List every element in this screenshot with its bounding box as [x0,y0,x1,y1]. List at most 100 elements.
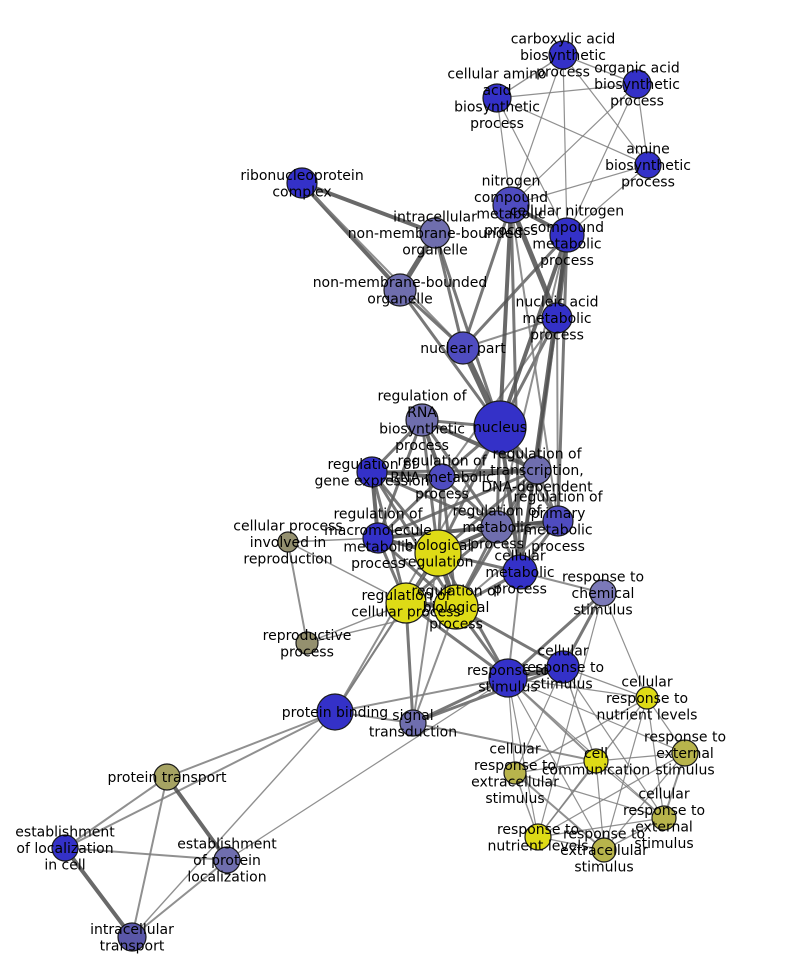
edge-respStim-proteinBinding [334,677,509,713]
node-nucleicAcid[interactable] [541,302,573,334]
node-cellComm[interactable] [583,748,609,774]
node-ribonucleo[interactable] [286,167,318,199]
edge-cellRespNutrient-respExtracell [603,697,648,851]
edge-proteinTransport-intraTransport [131,776,168,938]
node-cellRespNutrient[interactable] [635,686,659,710]
edge-cellRespExtracell-respExtracell [514,772,605,851]
edge-respStim-respNutrient [507,677,539,838]
node-estLocCell[interactable] [51,834,79,862]
edge-cellRespNutrient-cellRespExtracell [514,697,648,774]
node-nmbOrganelle[interactable] [383,273,417,307]
node-nucleus[interactable] [473,400,527,454]
node-regBioProc[interactable] [433,584,479,630]
edge-estProtLoc-intraTransport [131,859,228,938]
node-cellRespExternal[interactable] [651,805,677,831]
edge-respStim-cellRespExternal [507,677,665,819]
edge-nmbOrganelle-nucleus [398,288,502,429]
edge-cellRespNutrient-cellRespExternal [646,697,665,819]
edge-carboxylic-nitrogenCompound [510,54,564,206]
node-regPrimMet[interactable] [542,505,574,537]
node-regMet[interactable] [480,510,514,544]
edge-cellRespStim-cellRespExtracell [514,666,564,774]
edge-ribonucleo-intraNMB [300,181,437,235]
edge-cellRespStim-signalTransd [411,665,565,725]
edge-respNutrient-cellRespExternal [537,817,665,838]
edge-cellRespStim-cellRespExternal [562,666,665,819]
node-intraNMB[interactable] [419,217,451,249]
edge-cellAmino-organicAcid [496,83,638,99]
edge-nitrogenCompound-nucleus [498,203,513,429]
node-layer [51,40,699,952]
edge-nucleicAcid-nitrogenCompound [508,202,560,321]
edge-regGeneExpr-regBioProc [370,470,458,609]
edge-cellNitrogen-regPrimMet [556,233,569,523]
edge-amine-cellNitrogen [566,164,649,236]
edge-cellNitrogen-nucleus [498,233,569,429]
node-cellNitrogen[interactable] [549,217,585,253]
node-regRNAmet[interactable] [428,463,456,491]
edge-organicAcid-nitrogenCompound [510,83,638,206]
edge-cellProcRepro-reproProc [287,541,308,644]
edge-respStim-respChem [506,591,605,680]
node-estProtLoc[interactable] [213,846,241,874]
edge-respExternal-respExtracell [603,752,686,851]
node-respStim[interactable] [488,658,528,698]
node-regGeneExpr[interactable] [356,456,388,488]
edge-bioReg-signalTransd [412,552,439,724]
node-regCellProc[interactable] [385,582,427,624]
edge-estLocCell-estProtLoc [64,847,228,861]
edge-respChem-respNutrient [537,592,604,838]
edge-cellAmino-cellNitrogen [496,97,568,236]
edge-cellComm-cellRespExtracell [514,760,597,774]
edge-respExternal-respNutrient [537,752,686,838]
node-cellularMet[interactable] [502,554,538,590]
edge-regCellProc-proteinBinding [334,602,407,713]
edge-cellNitrogen-cellularMet [518,233,569,574]
node-respExternal[interactable] [671,739,699,767]
node-cellProcRepro[interactable] [277,531,299,553]
node-regTranscript[interactable] [522,455,552,485]
edge-cellComm-cellRespExternal [595,760,665,819]
edge-proteinBinding-intraTransport [131,711,336,938]
edge-proteinBinding-estLocCell [64,711,336,849]
edge-cellAmino-amine [496,97,649,166]
edge-nuclearPart-cellNitrogen [461,233,569,350]
edge-regTranscript-regGeneExpr [370,468,539,474]
node-cellRespStim[interactable] [546,650,580,684]
node-respExtracell[interactable] [591,837,617,863]
edge-cellComm-respExternal [595,752,686,762]
node-intraTransport[interactable] [117,922,147,952]
edge-signalTransd-cellComm [412,722,597,762]
edge-respStim-respExtracell [507,677,605,851]
node-proteinBinding[interactable] [316,693,354,731]
node-proteinTransport[interactable] [153,763,181,791]
edge-regCellProc-cellProcRepro [287,541,407,604]
edge-respChem-cellRespNutrient [602,592,648,699]
edge-intraNMB-nuclearPart [433,231,465,350]
node-reproProc[interactable] [295,631,319,655]
node-bioReg[interactable] [414,529,462,577]
edge-estLocCell-intraTransport [63,846,134,939]
edge-cellComm-respExtracell [595,760,605,851]
node-respChem[interactable] [589,579,617,607]
node-organicAcid[interactable] [622,69,652,99]
node-carboxylic[interactable] [548,40,578,70]
node-signalTransd[interactable] [399,709,427,737]
edge-carboxylic-amine [562,54,649,166]
node-cellRespExtracell[interactable] [503,761,527,785]
edge-proteinTransport-estProtLoc [165,775,229,862]
edge-nuclearPart-nitrogenCompound [461,203,513,350]
node-cellAmino[interactable] [482,83,512,113]
node-regRNAbio[interactable] [405,403,439,437]
node-nitrogenCompound[interactable] [492,186,530,224]
edge-organicAcid-cellNitrogen [566,83,638,236]
edge-regBioProc-reproProc [306,606,457,644]
node-respNutrient[interactable] [524,823,552,851]
node-nuclearPart[interactable] [446,331,480,365]
edge-cellRespStim-cellComm [562,666,597,762]
node-amine[interactable] [634,151,662,179]
node-regMacromol[interactable] [362,522,394,554]
edge-ribonucleo-nuclearPart [301,182,464,349]
